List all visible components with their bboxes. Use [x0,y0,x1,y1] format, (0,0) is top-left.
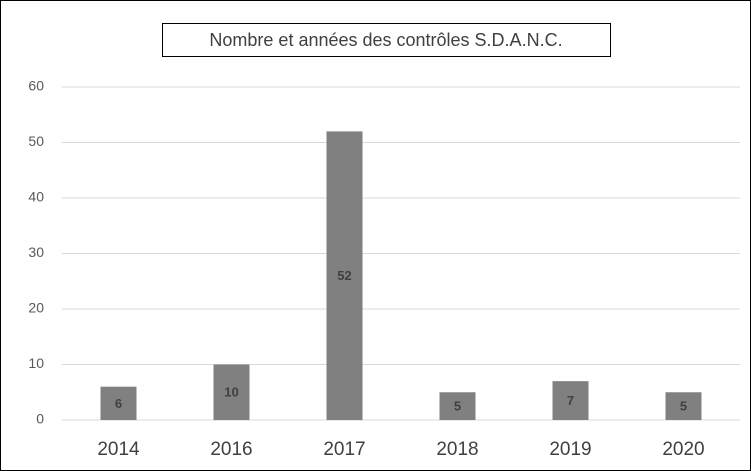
bar [326,131,363,420]
chart-title: Nombre et années des contrôles S.D.A.N.C… [209,30,562,50]
data-label: 5 [454,399,461,414]
y-tick-label: 0 [36,411,44,427]
data-label: 10 [224,385,238,400]
bar [439,392,476,420]
x-tick-label: 2016 [210,439,252,460]
x-tick-label: 2020 [662,439,704,460]
x-tick-label: 2014 [97,439,140,460]
bar [213,364,250,420]
data-label: 5 [680,399,687,414]
y-tick-label: 10 [28,355,44,371]
x-tick-label: 2019 [549,439,591,460]
data-label: 6 [115,396,122,411]
bar [552,381,589,420]
data-label: 7 [567,393,574,408]
y-tick-label: 40 [28,189,44,205]
title-box [162,23,611,57]
bar [665,392,702,420]
data-label: 52 [337,268,351,283]
y-tick-label: 60 [28,78,44,94]
x-tick-label: 2017 [323,439,365,460]
y-tick-label: 30 [28,244,44,260]
x-tick-label: 2018 [436,439,478,460]
y-tick-label: 20 [28,300,44,316]
y-tick-label: 50 [28,133,44,149]
bar [100,386,137,420]
